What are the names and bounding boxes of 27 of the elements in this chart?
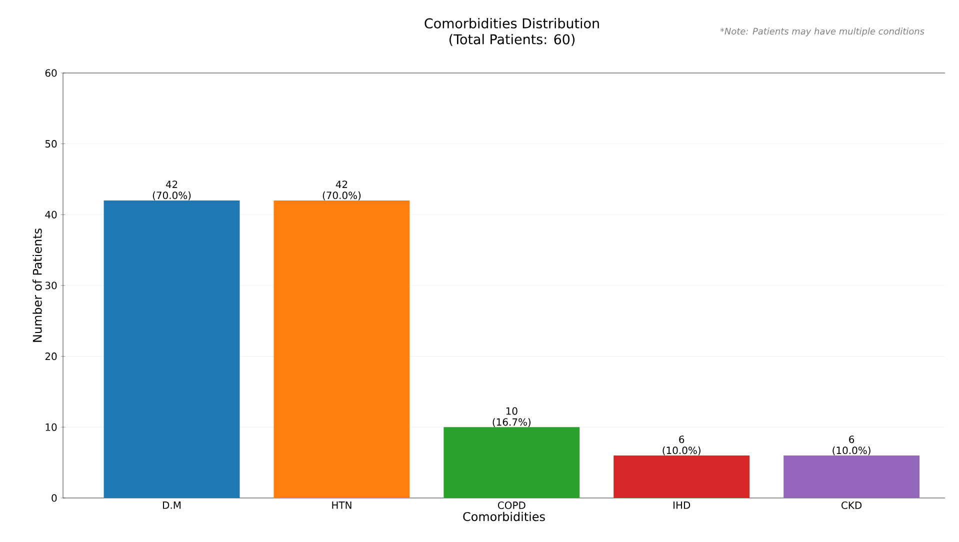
y-tick-label: 10 <box>46 423 57 431</box>
x-tick-label: HTN <box>332 502 352 509</box>
x-tick-label: IHD <box>674 502 690 509</box>
bar <box>784 455 920 498</box>
chart-subtitle: (Total Patients: 60) <box>449 34 575 46</box>
data-label: 10 (16.7%) <box>492 407 531 427</box>
bar <box>104 200 240 498</box>
chart-title: Comorbidities Distribution <box>424 18 599 28</box>
x-axis-title: Comorbidities <box>463 512 545 522</box>
data-label: 42 (70.0%) <box>322 180 361 200</box>
data-label: 42 (70.0%) <box>152 180 191 200</box>
y-tick-label: 30 <box>45 282 57 290</box>
bar <box>614 455 750 498</box>
x-tick-label: CKD <box>842 501 862 510</box>
y-tick-label: 40 <box>45 210 57 218</box>
y-tick-label: 20 <box>45 352 57 360</box>
bar <box>274 200 410 498</box>
y-tick-label: 0 <box>52 494 57 502</box>
text: *Note: Patients may have multiple conditions <box>720 28 924 36</box>
data-label: 6 (10.0%) <box>832 436 870 456</box>
y-axis-title: Number of Patients <box>32 228 42 342</box>
y-tick-label: 50 <box>45 140 57 148</box>
bar <box>444 427 580 498</box>
x-tick-label: D.M <box>163 502 181 509</box>
y-tick-label: 60 <box>45 69 57 77</box>
x-tick-label: COPD <box>498 501 526 510</box>
data-label: 6 (10.0%) <box>662 436 700 456</box>
